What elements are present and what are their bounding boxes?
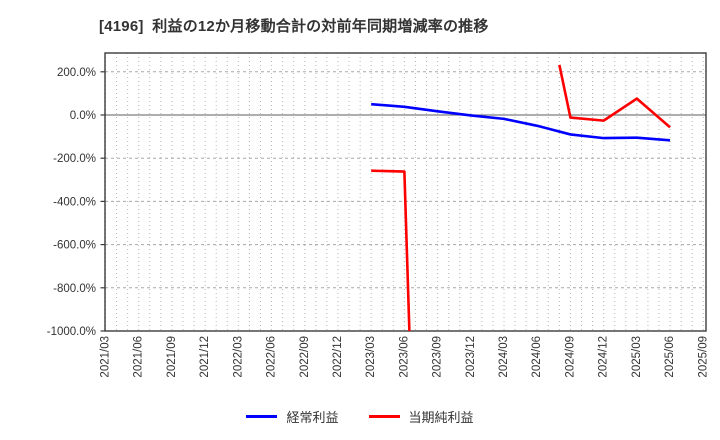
x-tick-label: 2022/03 [232,336,244,378]
y-tick-label: -800.0% [53,283,96,295]
chart-title: [4196] 利益の12か月移動合計の対前年同期増減率の推移 [99,18,489,35]
legend-item-net-income: 当期純利益 [368,407,474,426]
legend-label-ordinary-profit: 経常利益 [286,410,339,425]
x-tick-label: 2025/06 [664,336,676,378]
x-tick-label: 2023/03 [365,336,377,378]
x-tick-label: 2022/09 [299,336,311,378]
x-tick-label: 2023/12 [465,336,477,378]
legend-label-net-income: 当期純利益 [408,410,474,425]
x-tick-label: 2021/06 [133,336,145,378]
y-tick-label: -400.0% [53,196,96,208]
x-tick-label: 2023/06 [398,336,410,378]
plot-border [104,52,707,332]
blue-line-swatch-icon [246,415,278,418]
x-tick-label: 2023/09 [432,336,444,378]
red-line-swatch-icon [368,415,400,418]
x-tick-label: 2024/03 [498,336,510,378]
x-tick-label: 2025/03 [631,336,643,378]
y-axis-labels: 200.0% 0.0% -200.0% -400.0% -600.0% -800.0% -1… [47,67,105,338]
x-tick-label: 2021/12 [199,336,211,378]
x-tick-label: 2024/09 [564,336,576,378]
x-tick-label: 2024/12 [598,336,610,378]
legend: 経常利益 当期純利益 [0,407,720,426]
y-tick-label: -200.0% [53,153,96,165]
x-tick-label: 2022/06 [266,336,278,378]
series-line-0 [371,102,671,142]
y-tick-label: 0.0% [70,110,96,122]
x-tick-label: 2021/09 [166,336,178,378]
x-axis-labels: 2021/03 2021/06 2021/09 2021/12 2022/03 2022/… [100,336,710,378]
y-tick-label: -600.0% [53,240,96,252]
y-tick-label: -1000.0% [47,326,96,338]
legend-item-ordinary-profit: 経常利益 [246,407,339,426]
x-tick-label: 2021/03 [100,336,112,378]
y-tick-label: 200.0% [57,67,96,79]
x-tick-label: 2024/06 [531,336,543,378]
series-line-1 [371,64,671,331]
x-tick-label: 2022/12 [332,336,344,378]
x-tick-label: 2025/09 [697,336,709,378]
